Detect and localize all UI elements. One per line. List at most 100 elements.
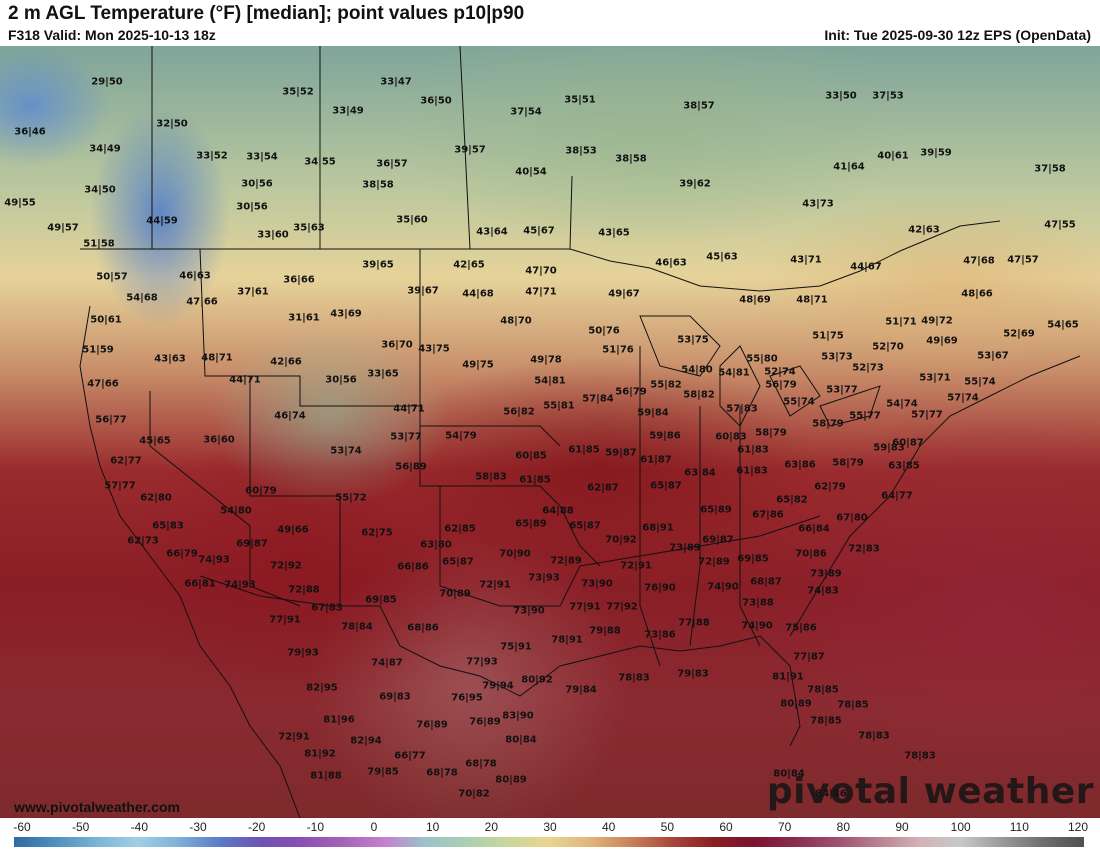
point-value-label: 66|81 [184,578,216,590]
point-value-label: 70|90 [499,548,531,560]
point-value-label: 48|66 [961,288,993,300]
great-lakes [769,365,821,417]
point-value-label: 72|92 [270,560,302,572]
point-value-label: 73|88 [742,597,774,609]
point-value-label: 49|55 [4,197,36,209]
point-value-label: 38|57 [683,100,715,112]
point-value-label: 60|87 [892,437,924,449]
point-value-label: 70|86 [795,548,827,560]
point-value-label: 53|71 [919,372,951,384]
point-value-label: 44|67 [850,261,882,273]
point-value-label: 32|50 [156,118,188,130]
point-value-label: 41|64 [833,161,865,173]
point-value-label: 39|67 [407,285,439,297]
point-value-label: 81|88 [310,770,342,782]
point-value-label: 83|90 [502,710,534,722]
point-value-label: 55|81 [543,400,575,412]
point-value-label: 37|61 [237,286,269,298]
point-value-label: 55|82 [650,379,682,391]
point-value-label: 49|72 [921,315,953,327]
us-state-lines [639,346,661,667]
point-value-label: 44|59 [146,215,178,227]
point-value-label: 72|89 [698,556,730,568]
temperature-map[interactable]: 29|50 35|52 33|47 36|50 37|54 35|51 38|57 33|50… [0,46,1100,818]
point-value-label: 37|58 [1034,163,1066,175]
great-lakes [719,345,761,427]
point-value-label: 43|71 [790,254,822,266]
point-value-label: 43|65 [598,227,630,239]
point-value-label: 54|79 [445,430,477,442]
point-value-label: 61|85 [519,474,551,486]
point-value-label: 51|76 [602,344,634,356]
point-value-label: 63|80 [420,539,452,551]
point-value-label: 43|64 [476,226,508,238]
point-value-label: 68|78 [426,767,458,779]
point-value-label: 35|51 [564,94,596,106]
point-value-label: 49|67 [608,288,640,300]
us-state-lines [249,376,341,606]
point-value-label: 33|50 [825,90,857,102]
point-value-label: 72|89 [550,555,582,567]
point-value-label: 44|68 [462,288,494,300]
point-value-label: 66|79 [166,548,198,560]
point-value-label: 43|63 [154,353,186,365]
point-value-label: 56|79 [615,386,647,398]
point-value-label: 73|93 [528,572,560,584]
point-value-label: 62|85 [444,523,476,535]
point-value-label: 74|90 [741,620,773,632]
point-value-label: 63|84 [684,467,716,479]
point-value-label: 56|77 [95,414,127,426]
point-value-label: 63|86 [784,459,816,471]
point-value-label: 72|91 [620,560,652,572]
point-value-label: 74|87 [371,657,403,669]
scale-tick-label: 20 [484,820,499,834]
point-value-label: 43|73 [802,198,834,210]
point-value-label: 57|74 [947,392,979,404]
point-value-label: 62|87 [587,482,619,494]
site-url[interactable]: www.pivotalweather.com [14,799,180,815]
point-value-label: 42|65 [453,259,485,271]
point-value-label: 35|60 [396,214,428,226]
point-value-label: 58|79 [812,418,844,430]
point-value-label: 60|83 [715,431,747,443]
point-value-label: 51|75 [812,330,844,342]
point-value-label: 64|88 [542,505,574,517]
header: 2 m AGL Temperature (°F) [median]; point… [0,0,1100,46]
point-value-label: 80|92 [521,674,553,686]
point-value-label: 77|92 [606,601,638,613]
point-value-label: 79|84 [565,684,597,696]
point-value-label: 77|91 [569,601,601,613]
point-value-label: 78|85 [837,699,869,711]
point-value-label: 40|61 [877,150,909,162]
point-value-label: 38|53 [565,145,597,157]
point-value-label: 43|75 [418,343,450,355]
point-value-label: 30|56 [325,374,357,386]
scale-tick-label: 70 [777,820,792,834]
point-value-label: 76|89 [416,719,448,731]
point-value-label: 33|52 [196,150,228,162]
point-value-label: 80|89 [495,774,527,786]
scale-tick-label: -40 [130,820,148,834]
point-value-label: 69|87 [702,534,734,546]
point-value-label: 52|74 [764,366,796,378]
scale-tick-label: 80 [836,820,851,834]
point-value-label: 33|65 [367,368,399,380]
point-value-label: 36|70 [381,339,413,351]
point-value-label: 39|57 [454,144,486,156]
point-value-label: 56|82 [503,406,535,418]
point-value-label: 61|83 [737,444,769,456]
scale-tick-label: -50 [71,820,90,834]
point-value-label: 33|47 [380,76,412,88]
point-value-label: 62|75 [361,527,393,539]
great-lakes [819,385,881,427]
scale-tick-label: 50 [660,820,675,834]
point-value-label: 79|93 [287,647,319,659]
point-value-label: 70|92 [605,534,637,546]
point-value-label: 84|86 [815,788,847,800]
point-value-label: 44|71 [229,374,261,386]
point-value-label: 67|86 [752,509,784,521]
point-value-label: 78|83 [858,730,890,742]
point-value-label: 69|85 [737,553,769,565]
point-value-label: 65|82 [776,494,808,506]
canada-province-line [459,46,471,250]
